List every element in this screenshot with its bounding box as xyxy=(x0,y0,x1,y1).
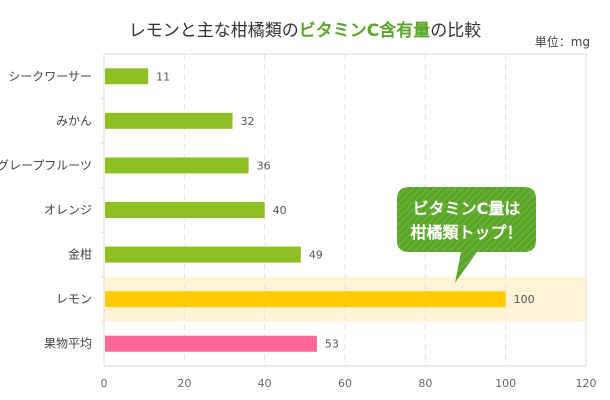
x-tick-label: 80 xyxy=(418,377,432,390)
value-label: 40 xyxy=(273,204,287,217)
unit-label: 単位：mg xyxy=(534,35,590,49)
x-tick-label: 0 xyxy=(101,377,108,390)
category-label: レモン xyxy=(56,292,92,306)
title-part-3: の比較 xyxy=(430,21,482,41)
callout-text: ビタミンC量は xyxy=(413,199,521,218)
x-tick-label: 100 xyxy=(495,377,516,390)
x-tick-label: 20 xyxy=(177,377,191,390)
bar xyxy=(105,246,301,263)
callout-text: 柑橘類トップ！ xyxy=(410,223,522,242)
category-label: 金柑 xyxy=(68,247,92,262)
value-label: 53 xyxy=(325,338,339,351)
value-label: 49 xyxy=(309,249,323,262)
category-label: 果物平均 xyxy=(44,337,92,351)
x-tick-label: 60 xyxy=(338,377,352,390)
callout-bubble xyxy=(397,187,536,283)
bar xyxy=(105,291,506,308)
value-label: 36 xyxy=(257,159,271,172)
bar xyxy=(105,202,265,218)
category-label: オレンジ xyxy=(44,203,92,217)
x-tick-label: 120 xyxy=(576,377,597,390)
bar xyxy=(105,157,249,174)
category-label: グレープフルーツ xyxy=(0,158,92,172)
chart-title: レモンと主な柑橘類のビタミンC含有量の比較 xyxy=(0,16,610,41)
bar xyxy=(105,112,233,129)
category-label: シークワーサー xyxy=(8,69,92,83)
bar xyxy=(105,335,317,352)
title-part-1: レモンと主な柑橘類の xyxy=(128,21,299,41)
value-label: 11 xyxy=(156,70,170,83)
category-label: みかん xyxy=(56,114,92,128)
value-label: 32 xyxy=(241,115,255,128)
title-highlight: ビタミンC含有量 xyxy=(298,21,431,41)
value-label: 100 xyxy=(514,293,535,306)
x-tick-label: 40 xyxy=(258,377,272,390)
bar xyxy=(105,68,149,85)
